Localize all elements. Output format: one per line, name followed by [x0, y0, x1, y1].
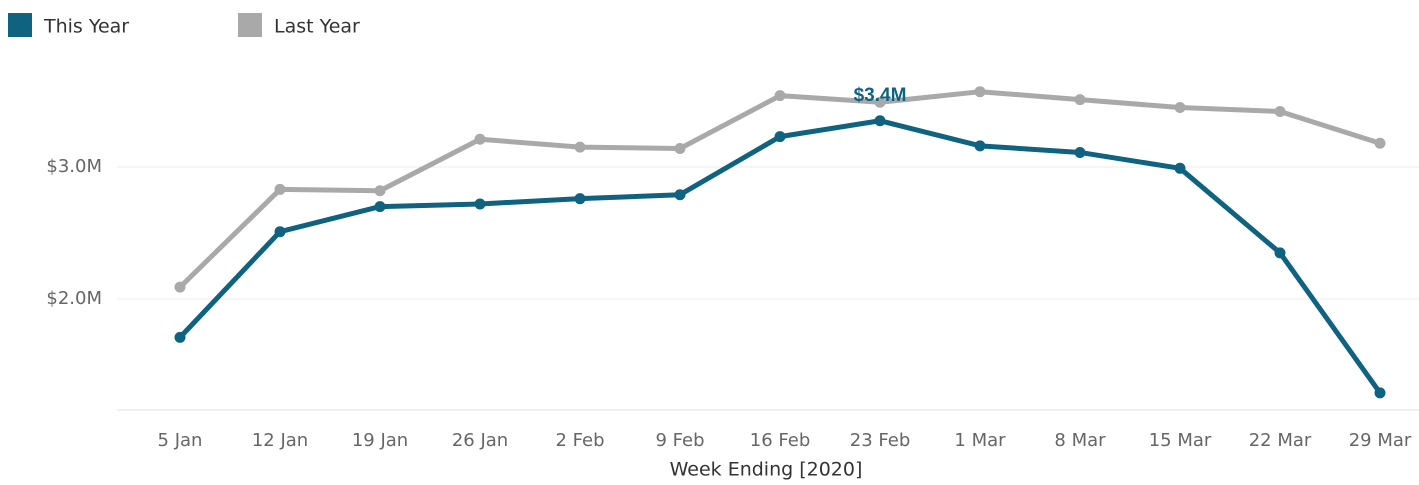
point — [1274, 106, 1286, 118]
point — [1074, 146, 1086, 158]
x-tick-label: 5 Jan — [158, 430, 203, 451]
x-tick-label: 12 Jan — [252, 430, 308, 451]
data-label: $3.4M — [854, 85, 907, 106]
x-tick-label: 22 Mar — [1249, 430, 1312, 451]
y-tick-label: $2.0M — [46, 288, 102, 309]
point — [1374, 137, 1386, 149]
point — [874, 96, 886, 108]
point — [974, 86, 986, 98]
series-line — [178, 118, 1383, 395]
x-tick-label: 9 Feb — [655, 430, 704, 451]
point — [1374, 387, 1386, 399]
point — [174, 281, 186, 293]
point — [374, 201, 386, 213]
x-tick-label: 16 Feb — [750, 430, 811, 451]
x-tick-label: 23 Feb — [850, 430, 911, 451]
point — [774, 131, 786, 143]
point — [774, 90, 786, 102]
x-tick-label: 8 Mar — [1054, 430, 1106, 451]
series-line — [178, 89, 1381, 289]
legend-label: This Year — [43, 16, 129, 38]
point — [1274, 247, 1286, 259]
point — [574, 193, 586, 205]
x-tick-label: 29 Mar — [1349, 430, 1412, 451]
x-tick-label: 19 Jan — [352, 430, 408, 451]
point — [174, 331, 186, 343]
x-tick-label: 2 Feb — [555, 430, 604, 451]
point — [1174, 162, 1186, 174]
point — [274, 183, 286, 195]
x-tick-label: 26 Jan — [452, 430, 508, 451]
point — [974, 140, 986, 152]
legend-swatch — [238, 13, 262, 37]
point — [1174, 102, 1186, 114]
legend-swatch — [8, 13, 32, 37]
point — [374, 185, 386, 197]
point — [874, 115, 886, 127]
x-tick-label: 1 Mar — [954, 430, 1006, 451]
point — [674, 142, 686, 154]
x-axis-title: Week Ending [2020] — [670, 459, 863, 481]
x-tick-label: 15 Mar — [1149, 430, 1212, 451]
point — [474, 198, 486, 210]
y-tick-label: $3.0M — [46, 156, 102, 177]
point — [574, 141, 586, 153]
point — [674, 189, 686, 201]
point — [1074, 94, 1086, 106]
legend-label: Last Year — [274, 16, 360, 38]
point — [274, 226, 286, 238]
point — [474, 133, 486, 145]
